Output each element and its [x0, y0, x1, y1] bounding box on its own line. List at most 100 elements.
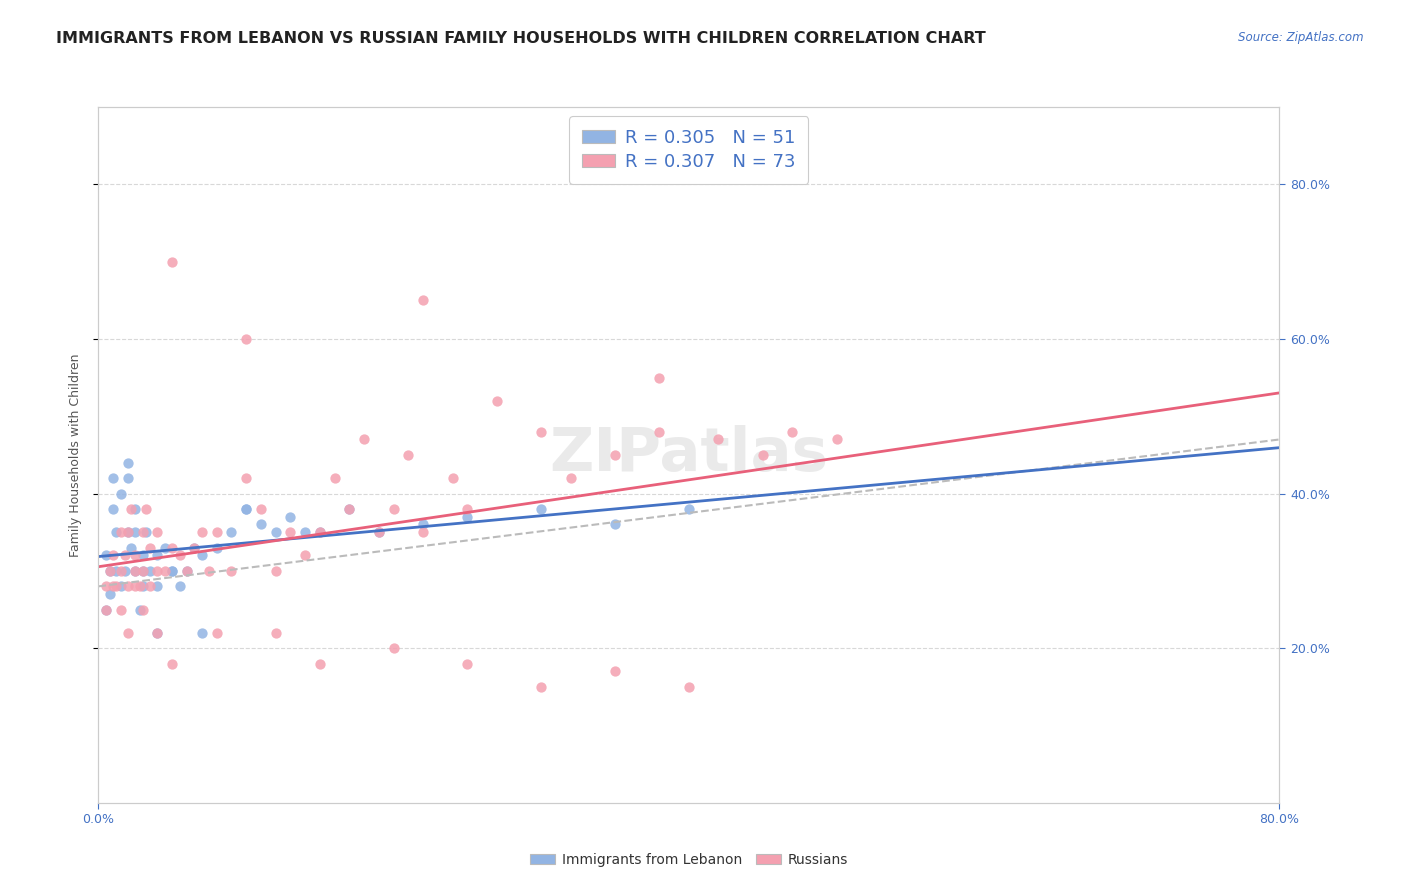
Point — [441, 471, 464, 485]
Point — [250, 517, 273, 532]
Point — [110, 602, 132, 616]
Point — [146, 579, 169, 593]
Point — [368, 525, 391, 540]
Point — [94, 602, 117, 616]
Point — [678, 502, 700, 516]
Point — [117, 525, 139, 540]
Point — [323, 471, 346, 485]
Point — [110, 579, 132, 593]
Point — [530, 425, 553, 439]
Point — [294, 549, 316, 563]
Point — [825, 433, 848, 447]
Point — [382, 641, 405, 656]
Point — [278, 509, 302, 524]
Point — [132, 579, 155, 593]
Point — [191, 625, 214, 640]
Point — [139, 579, 162, 593]
Point — [205, 541, 228, 555]
Point — [120, 541, 142, 555]
Point — [94, 579, 117, 593]
Point — [146, 625, 169, 640]
Point — [235, 332, 257, 346]
Point — [198, 564, 221, 578]
Point — [235, 471, 257, 485]
Point — [153, 541, 176, 555]
Point — [117, 525, 139, 540]
Point — [456, 502, 478, 516]
Point — [120, 502, 142, 516]
Point — [117, 471, 139, 485]
Point — [169, 549, 191, 563]
Point — [264, 525, 287, 540]
Point — [205, 625, 228, 640]
Y-axis label: Family Households with Children: Family Households with Children — [69, 353, 83, 557]
Point — [782, 425, 804, 439]
Point — [103, 579, 125, 593]
Point — [139, 541, 162, 555]
Point — [191, 549, 214, 563]
Point — [264, 564, 287, 578]
Point — [678, 680, 700, 694]
Point — [219, 525, 242, 540]
Point — [132, 564, 155, 578]
Point — [456, 657, 478, 671]
Point — [176, 564, 198, 578]
Point — [124, 564, 146, 578]
Point — [412, 517, 434, 532]
Point — [205, 525, 228, 540]
Point — [105, 525, 128, 540]
Point — [456, 509, 478, 524]
Point — [309, 525, 332, 540]
Point — [110, 525, 132, 540]
Point — [94, 549, 117, 563]
Point — [132, 549, 155, 563]
Point — [605, 448, 627, 462]
Point — [98, 564, 121, 578]
Point — [707, 433, 730, 447]
Point — [124, 579, 146, 593]
Point — [648, 425, 671, 439]
Point — [339, 502, 360, 516]
Point — [530, 680, 553, 694]
Point — [169, 579, 191, 593]
Point — [605, 665, 627, 679]
Point — [146, 525, 169, 540]
Point — [162, 564, 183, 578]
Point — [132, 602, 155, 616]
Text: Source: ZipAtlas.com: Source: ZipAtlas.com — [1239, 31, 1364, 45]
Point — [124, 564, 146, 578]
Point — [98, 564, 121, 578]
Text: ZIPatlas: ZIPatlas — [550, 425, 828, 484]
Text: IMMIGRANTS FROM LEBANON VS RUSSIAN FAMILY HOUSEHOLDS WITH CHILDREN CORRELATION C: IMMIGRANTS FROM LEBANON VS RUSSIAN FAMIL… — [56, 31, 986, 46]
Point — [94, 602, 117, 616]
Point — [135, 525, 157, 540]
Point — [105, 579, 128, 593]
Point — [751, 448, 773, 462]
Point — [162, 541, 183, 555]
Point — [124, 502, 146, 516]
Point — [396, 448, 419, 462]
Point — [139, 564, 162, 578]
Point — [153, 564, 176, 578]
Point — [146, 625, 169, 640]
Point — [110, 486, 132, 500]
Point — [412, 525, 434, 540]
Point — [560, 471, 582, 485]
Point — [132, 525, 155, 540]
Point — [162, 657, 183, 671]
Point — [124, 525, 146, 540]
Point — [530, 502, 553, 516]
Point — [117, 456, 139, 470]
Point — [235, 502, 257, 516]
Point — [250, 502, 273, 516]
Point — [191, 525, 214, 540]
Point — [183, 541, 205, 555]
Point — [103, 549, 125, 563]
Point — [114, 564, 136, 578]
Point — [309, 657, 332, 671]
Point — [128, 579, 150, 593]
Point — [412, 293, 434, 308]
Point — [146, 564, 169, 578]
Point — [382, 502, 405, 516]
Point — [219, 564, 242, 578]
